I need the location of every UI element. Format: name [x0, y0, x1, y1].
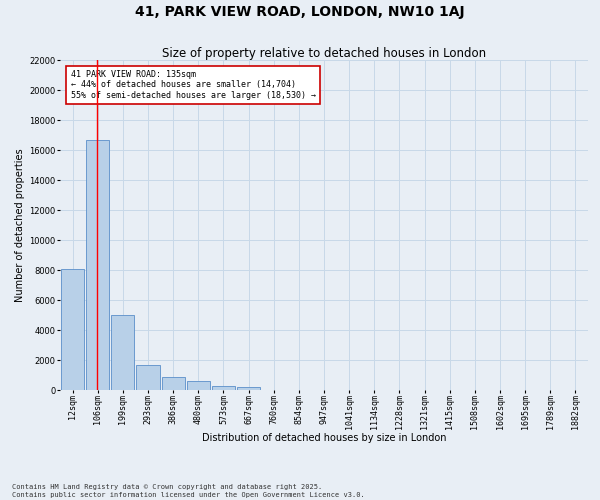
Title: Size of property relative to detached houses in London: Size of property relative to detached ho… — [162, 47, 486, 60]
Bar — [161, 376, 185, 390]
Bar — [61, 268, 84, 390]
Bar — [187, 381, 210, 390]
Text: Contains HM Land Registry data © Crown copyright and database right 2025.
Contai: Contains HM Land Registry data © Crown c… — [12, 484, 365, 498]
Bar — [212, 386, 235, 390]
Y-axis label: Number of detached properties: Number of detached properties — [15, 148, 25, 302]
Text: 41 PARK VIEW ROAD: 135sqm
← 44% of detached houses are smaller (14,704)
55% of s: 41 PARK VIEW ROAD: 135sqm ← 44% of detac… — [71, 70, 316, 100]
Bar — [136, 364, 160, 390]
Bar — [237, 387, 260, 390]
Bar — [86, 140, 109, 390]
X-axis label: Distribution of detached houses by size in London: Distribution of detached houses by size … — [202, 434, 446, 444]
Bar — [111, 315, 134, 390]
Text: 41, PARK VIEW ROAD, LONDON, NW10 1AJ: 41, PARK VIEW ROAD, LONDON, NW10 1AJ — [135, 5, 465, 19]
